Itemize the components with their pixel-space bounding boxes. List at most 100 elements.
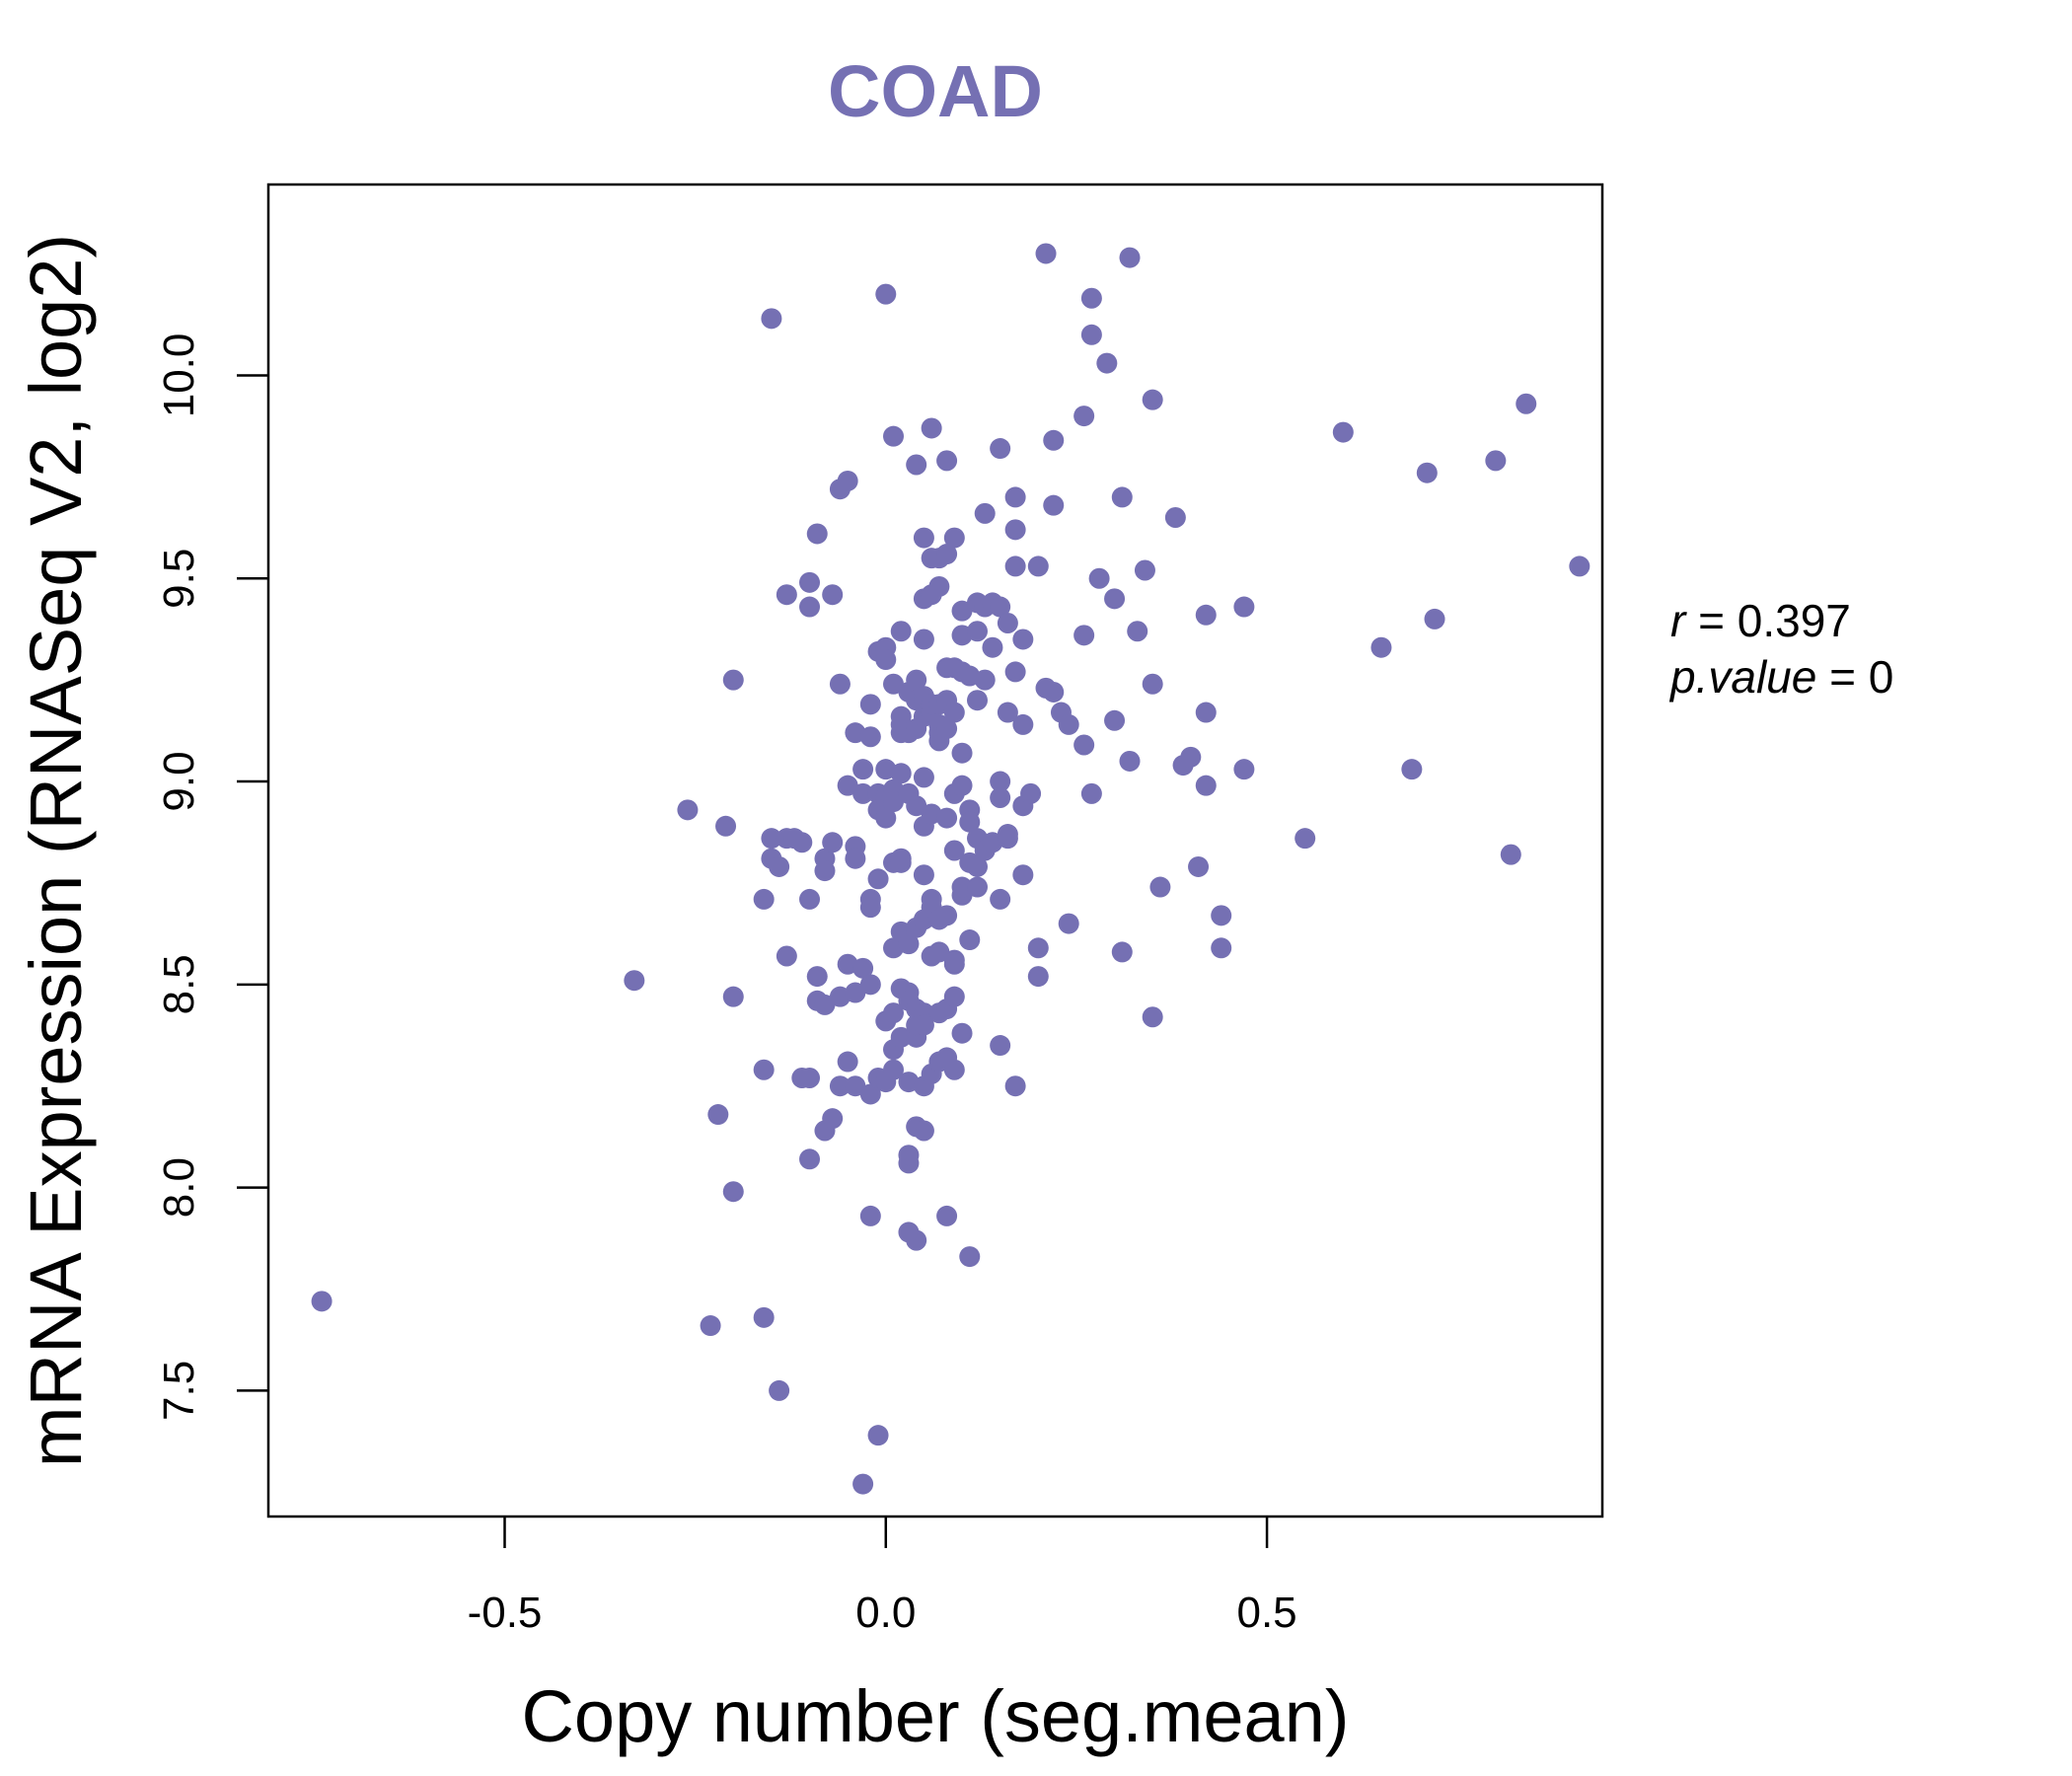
- data-point: [1020, 782, 1042, 804]
- data-point: [1096, 352, 1118, 374]
- data-point: [997, 613, 1018, 634]
- data-point: [906, 454, 927, 476]
- data-point: [311, 1291, 333, 1312]
- data-point: [890, 1026, 912, 1048]
- x-tick-label: 0.0: [855, 1589, 916, 1637]
- y-tick-label: 10.0: [155, 333, 203, 418]
- data-point: [806, 966, 828, 988]
- data-point: [1195, 604, 1217, 626]
- data-point: [852, 782, 874, 804]
- data-point: [1211, 905, 1232, 926]
- data-point: [966, 690, 988, 711]
- data-point: [1332, 421, 1354, 443]
- data-point: [943, 702, 965, 723]
- data-point: [1043, 429, 1065, 451]
- data-point: [1012, 629, 1034, 650]
- data-point: [852, 957, 874, 979]
- data-point: [943, 953, 965, 975]
- data-point: [1104, 588, 1126, 610]
- data-point: [959, 1246, 981, 1268]
- data-point: [951, 876, 973, 898]
- data-point: [921, 888, 942, 910]
- data-point: [943, 840, 965, 861]
- x-tick-label: 0.5: [1236, 1589, 1296, 1637]
- data-point: [829, 673, 851, 695]
- data-point: [1142, 389, 1163, 410]
- data-point: [875, 807, 897, 829]
- data-point: [1119, 247, 1141, 268]
- data-point: [799, 571, 821, 593]
- data-point: [1500, 844, 1521, 865]
- data-point: [997, 702, 1018, 723]
- plot-area-frame: [266, 183, 1604, 1518]
- data-point: [799, 1148, 821, 1170]
- data-point: [883, 1002, 905, 1024]
- data-point: [1073, 625, 1095, 646]
- data-point: [859, 1083, 881, 1105]
- data-point: [814, 860, 836, 882]
- data-point: [990, 786, 1011, 808]
- data-point: [906, 1229, 927, 1251]
- data-point: [753, 888, 775, 910]
- data-point: [829, 1075, 851, 1097]
- r-stat: r = 0.397: [1670, 595, 1851, 646]
- data-point: [722, 1181, 744, 1203]
- data-point: [867, 1425, 889, 1446]
- data-point: [799, 1067, 821, 1088]
- data-point: [890, 848, 912, 869]
- data-point: [1004, 486, 1026, 508]
- data-point: [1211, 937, 1232, 959]
- p-value: 0: [1869, 651, 1894, 703]
- data-point: [1073, 406, 1095, 427]
- data-point: [806, 523, 828, 545]
- data-point: [913, 629, 934, 650]
- data-point: [753, 1059, 775, 1080]
- data-point: [943, 527, 965, 549]
- data-point: [966, 855, 988, 877]
- data-point: [1043, 494, 1065, 516]
- data-point: [1104, 709, 1126, 731]
- data-point: [1370, 636, 1392, 658]
- data-point: [1058, 713, 1079, 735]
- data-point: [1164, 507, 1186, 528]
- data-point: [951, 1022, 973, 1044]
- data-point: [1004, 519, 1026, 541]
- data-point: [883, 791, 905, 813]
- data-point: [906, 795, 927, 817]
- data-point: [990, 771, 1011, 792]
- tick-marks: [237, 374, 1269, 1548]
- data-point: [822, 584, 844, 606]
- data-point: [859, 897, 881, 919]
- data-point: [1080, 782, 1102, 804]
- data-point: [1127, 621, 1148, 642]
- data-point: [913, 527, 934, 549]
- x-axis-label: Copy number (seg.mean): [521, 1675, 1349, 1757]
- data-point: [990, 888, 1011, 910]
- data-point: [936, 807, 958, 829]
- data-point: [898, 1145, 920, 1166]
- data-points: [311, 243, 1591, 1495]
- data-point: [1195, 702, 1217, 723]
- data-point: [822, 832, 844, 853]
- data-point: [898, 933, 920, 955]
- data-point: [1027, 555, 1049, 577]
- data-point: [974, 502, 996, 524]
- data-point: [845, 1075, 866, 1097]
- data-point: [990, 596, 1011, 618]
- data-point: [974, 669, 996, 691]
- data-point: [837, 775, 858, 796]
- correlation-stats: r = 0.397 p.value = 0: [1668, 595, 1893, 703]
- data-point: [913, 767, 934, 788]
- r-label: r: [1670, 595, 1687, 646]
- data-point: [1134, 559, 1155, 581]
- data-point: [715, 815, 737, 837]
- data-point: [722, 669, 744, 691]
- data-point: [761, 828, 782, 850]
- data-point: [837, 1051, 858, 1073]
- data-point: [890, 763, 912, 784]
- y-axis-label: mRNA Expression (RNASeq V2, log2): [15, 234, 97, 1467]
- data-point: [852, 1473, 874, 1495]
- data-point: [1088, 567, 1110, 589]
- r-value: 0.397: [1738, 595, 1851, 646]
